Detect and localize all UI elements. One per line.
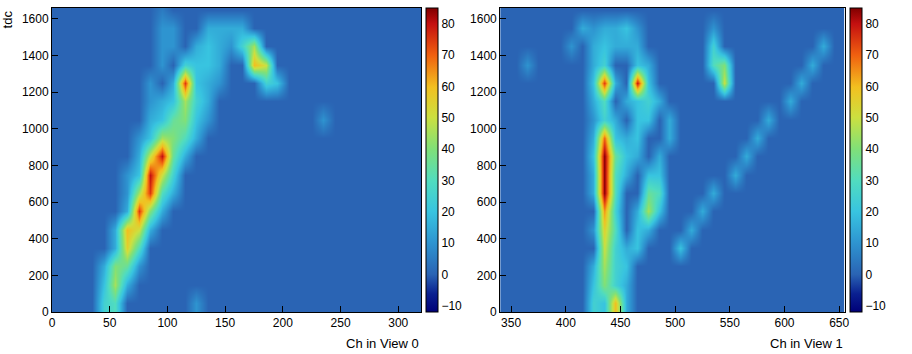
svg-text:0: 0 [490, 305, 497, 319]
svg-text:0: 0 [441, 268, 448, 282]
svg-text:1200: 1200 [470, 85, 497, 99]
svg-text:600: 600 [29, 195, 49, 209]
svg-text:30: 30 [441, 174, 455, 188]
svg-text:0: 0 [865, 268, 872, 282]
svg-text:150: 150 [215, 316, 235, 330]
svg-text:40: 40 [865, 142, 879, 156]
svg-text:80: 80 [865, 17, 879, 31]
svg-text:50: 50 [441, 111, 455, 125]
svg-text:60: 60 [865, 80, 879, 94]
svg-text:550: 550 [720, 316, 740, 330]
svg-text:70: 70 [441, 48, 455, 62]
svg-text:500: 500 [665, 316, 685, 330]
svg-text:10: 10 [865, 236, 879, 250]
svg-text:1000: 1000 [22, 122, 49, 136]
svg-text:1000: 1000 [470, 122, 497, 136]
svg-text:1200: 1200 [22, 85, 49, 99]
svg-text:200: 200 [29, 269, 49, 283]
svg-text:1600: 1600 [22, 12, 49, 26]
svg-text:40: 40 [441, 142, 455, 156]
svg-text:30: 30 [865, 174, 879, 188]
svg-text:−10: −10 [865, 299, 886, 313]
svg-text:tdc: tdc [0, 11, 15, 29]
svg-text:0: 0 [42, 305, 49, 319]
svg-text:20: 20 [441, 205, 455, 219]
svg-text:800: 800 [29, 159, 49, 173]
svg-text:600: 600 [774, 316, 794, 330]
svg-text:70: 70 [865, 48, 879, 62]
svg-text:1400: 1400 [470, 49, 497, 63]
svg-text:1600: 1600 [470, 12, 497, 26]
svg-text:Ch in View 1: Ch in View 1 [770, 336, 843, 351]
svg-text:250: 250 [331, 316, 351, 330]
svg-text:650: 650 [829, 316, 849, 330]
svg-text:450: 450 [610, 316, 630, 330]
svg-text:0: 0 [49, 316, 56, 330]
svg-text:50: 50 [865, 111, 879, 125]
svg-text:80: 80 [441, 17, 455, 31]
svg-text:600: 600 [477, 195, 497, 209]
svg-text:800: 800 [477, 159, 497, 173]
svg-text:10: 10 [441, 236, 455, 250]
svg-text:50: 50 [103, 316, 117, 330]
svg-text:60: 60 [441, 80, 455, 94]
svg-text:200: 200 [477, 269, 497, 283]
svg-text:300: 300 [388, 316, 408, 330]
svg-text:350: 350 [501, 316, 521, 330]
svg-text:20: 20 [865, 205, 879, 219]
svg-text:200: 200 [273, 316, 293, 330]
svg-text:400: 400 [29, 232, 49, 246]
svg-text:400: 400 [477, 232, 497, 246]
svg-text:1400: 1400 [22, 49, 49, 63]
svg-text:400: 400 [556, 316, 576, 330]
svg-text:Ch in View 0: Ch in View 0 [346, 336, 419, 351]
svg-text:−10: −10 [441, 299, 462, 313]
svg-text:100: 100 [157, 316, 177, 330]
